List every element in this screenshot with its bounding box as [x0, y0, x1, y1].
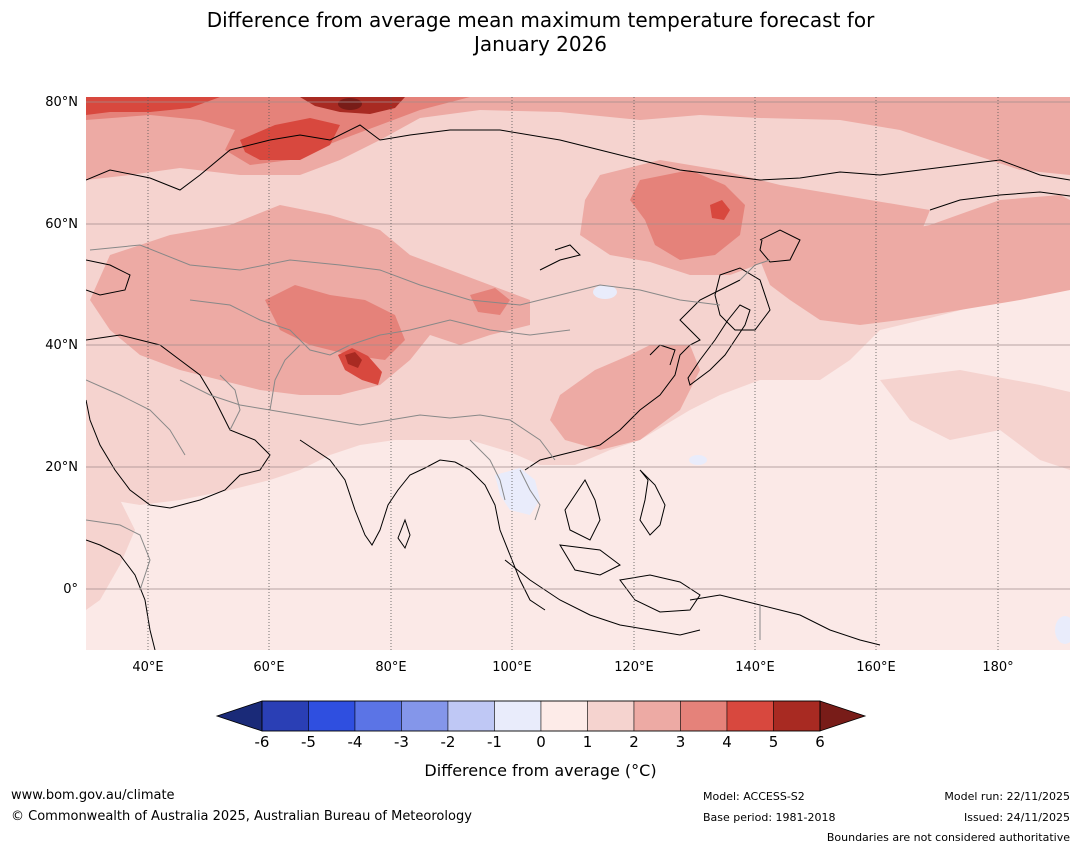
- title-line-1: Difference from average mean maximum tem…: [206, 8, 875, 32]
- lon-label-40e: 40°E: [132, 660, 164, 675]
- anomaly-band-4-5-arctic-west: [86, 97, 220, 115]
- colorbar-tick: 3: [675, 733, 686, 751]
- anomaly-band-2-3-china: [550, 345, 700, 450]
- anomaly-band-minus1-0-lake: [593, 285, 617, 299]
- anomaly-band-2-3-east: [760, 195, 1070, 325]
- colorbar-frame: [261, 700, 821, 732]
- lon-label-180: 180°: [982, 660, 1014, 675]
- anomaly-band-3-4-central: [265, 285, 405, 360]
- footer-model-run: Model run: 22/11/2025: [944, 790, 1070, 803]
- colorbar-segment: [587, 700, 635, 732]
- map-area: [86, 97, 1070, 650]
- lon-label-60e: 60°E: [253, 660, 285, 675]
- lon-label-160e: 160°E: [856, 660, 896, 675]
- colorbar-segment: [726, 700, 774, 732]
- lat-label-80n: 80°N: [45, 95, 78, 110]
- lat-label-20n: 20°N: [45, 460, 78, 475]
- lon-label-80e: 80°E: [375, 660, 407, 675]
- colorbar-segment: [633, 700, 681, 732]
- colorbar-segment: [494, 700, 542, 732]
- colorbar-segment: [308, 700, 356, 732]
- longitude-gridlines: [147, 97, 999, 650]
- colorbar-tick: -1: [487, 733, 502, 751]
- colorbar-label: Difference from average (°C): [424, 761, 657, 780]
- colorbar-tick: 6: [815, 733, 825, 751]
- footer-copyright: © Commonwealth of Australia 2025, Austra…: [11, 809, 472, 824]
- anomaly-band-minus1-0-indochina: [495, 468, 540, 515]
- anomaly-band-4-5-arctic: [240, 118, 340, 160]
- anomaly-band-5-6-himalaya: [345, 352, 362, 368]
- anomaly-band-minus1-0-pacific: [1055, 616, 1070, 644]
- footer-website[interactable]: www.bom.gov.au/climate: [11, 788, 175, 803]
- colorbar-tick: -4: [347, 733, 363, 751]
- title-line-2: January 2026: [473, 32, 608, 56]
- anomaly-band-3-4-siberia: [630, 170, 745, 260]
- colorbar-extend-low: [215, 700, 263, 732]
- lon-label-140e: 140°E: [735, 660, 775, 675]
- anomaly-band-1-2-africa: [86, 495, 135, 610]
- colorbar-tick: 2: [629, 733, 639, 751]
- anomaly-band-above-6: [338, 98, 362, 110]
- latitude-gridlines: [86, 101, 1070, 590]
- footer-disclaimer: Boundaries are not considered authoritat…: [826, 831, 1070, 844]
- colorbar-tick: -6: [254, 733, 270, 751]
- colorbar-segment: [540, 700, 588, 732]
- footer-base-period: Base period: 1981-2018: [703, 811, 836, 824]
- footer-issued: Issued: 24/11/2025: [963, 811, 1070, 824]
- colorbar-extend-high: [819, 700, 867, 732]
- anomaly-band-1-2-pacific: [880, 370, 1070, 470]
- colorbar-tick: 5: [768, 733, 779, 751]
- lat-label-40n: 40°N: [45, 338, 78, 353]
- lon-label-100e: 100°E: [492, 660, 532, 675]
- colorbar-segment: [354, 700, 402, 732]
- anomaly-band-4-5-siberia: [710, 200, 730, 220]
- colorbar-tick: 1: [582, 733, 593, 751]
- colorbar-segment: [680, 700, 728, 732]
- lat-label-0: 0°: [63, 582, 78, 597]
- colorbar-tick: 0: [536, 733, 546, 751]
- footer-model: Model: ACCESS-S2: [703, 790, 805, 803]
- colorbar-segment: [261, 700, 309, 732]
- colorbar-tick: 4: [722, 733, 732, 751]
- lon-label-120e: 120°E: [614, 660, 654, 675]
- colorbar-tick: -2: [440, 733, 456, 751]
- colorbar-segment: [401, 700, 449, 732]
- country-borders: [86, 244, 771, 640]
- colorbar-segment: [773, 700, 821, 732]
- colorbar-segment: [447, 700, 495, 732]
- colorbar-tick: -3: [394, 733, 409, 751]
- anomaly-band-minus1-0-ocean: [689, 455, 707, 465]
- colorbar-tick: -5: [301, 733, 316, 751]
- coastlines: [86, 124, 1070, 650]
- colorbar: [215, 700, 867, 732]
- lat-label-60n: 60°N: [45, 217, 78, 232]
- chart-title: Difference from average mean maximum tem…: [0, 8, 1081, 56]
